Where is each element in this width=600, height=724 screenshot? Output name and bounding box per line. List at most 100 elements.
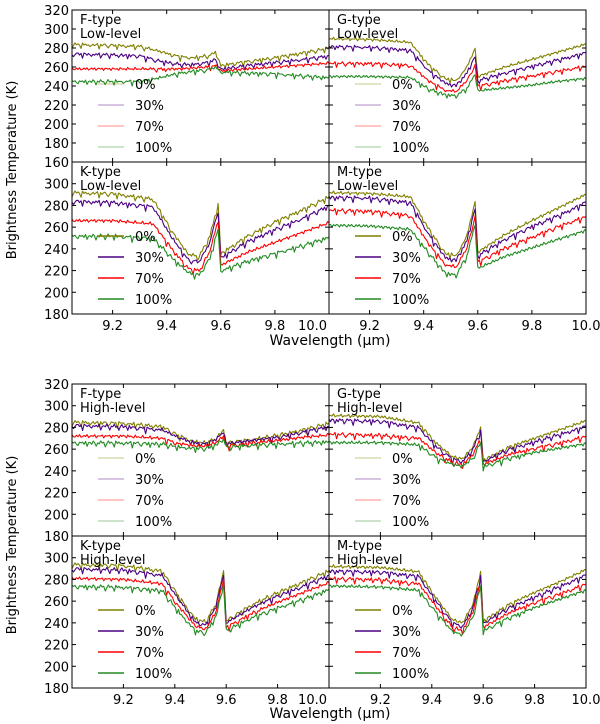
y-tick-label: 320	[44, 4, 69, 19]
series-line-30pct	[329, 195, 586, 263]
low-level-figure-block: Brightness Temperature (K) Wavelength (μ…	[5, 4, 600, 349]
legend-label: 0%	[392, 78, 413, 93]
legend-label: 70%	[392, 272, 421, 287]
y-tick-label: 300	[44, 400, 69, 415]
legend-label: 0%	[135, 78, 156, 93]
high-level-figure-block: Brightness Temperature (K) Wavelength (μ…	[5, 378, 600, 722]
y-tick-label: 240	[44, 243, 69, 258]
x-tick-label: 10.0	[572, 693, 600, 708]
series-line-100pct	[329, 223, 586, 279]
y-tick-label: 280	[44, 199, 69, 214]
series-line-70pct	[72, 218, 329, 276]
x-tick-label: 10.0	[572, 319, 600, 334]
x-tick-label: 9.6	[210, 319, 231, 334]
y-tick-label: 300	[44, 23, 69, 38]
y-tick-label: 260	[44, 443, 69, 458]
legend-label: 70%	[135, 494, 164, 509]
series-line-70pct	[329, 207, 586, 269]
legend: 0% 30% 70% 100%	[355, 230, 429, 308]
legend-label: 0%	[392, 230, 413, 245]
series-line-30pct	[72, 566, 329, 627]
series-line-70pct	[329, 61, 586, 93]
x-tick-label: 9.8	[522, 319, 543, 334]
series-group	[72, 42, 329, 87]
panel-title: F-type	[80, 13, 121, 28]
legend: 0% 30% 70% 100%	[98, 604, 172, 682]
legend: 0% 30% 70% 100%	[98, 452, 172, 530]
series-line-100pct	[72, 438, 329, 454]
series-line-100pct	[72, 65, 329, 87]
series-line-30pct	[72, 52, 329, 73]
y-tick-label: 200	[44, 508, 69, 523]
legend-label: 100%	[392, 667, 429, 682]
series-line-70pct	[72, 61, 329, 73]
panel-title: M-type	[337, 539, 382, 554]
legend-label: 30%	[392, 473, 421, 488]
legend-label: 0%	[392, 452, 413, 467]
y-tick-label: 200	[44, 118, 69, 133]
y-tick-label: 180	[44, 308, 69, 323]
y-tick-label: 260	[44, 61, 69, 76]
legend-label: 100%	[392, 515, 429, 530]
legend-label: 100%	[135, 515, 172, 530]
x-tick-label: 9.6	[473, 693, 494, 708]
y-tick-label: 240	[44, 465, 69, 480]
legend-label: 100%	[135, 667, 172, 682]
legend-label: 30%	[135, 625, 164, 640]
legend-label: 30%	[135, 251, 164, 266]
y-axis-label: Brightness Temperature (K)	[5, 456, 20, 635]
y-tick-label: 220	[44, 487, 69, 502]
legend-label: 70%	[392, 494, 421, 509]
series-group	[329, 36, 586, 99]
legend-label: 30%	[135, 473, 164, 488]
series-line-100pct	[329, 440, 586, 472]
legend-label: 70%	[135, 120, 164, 135]
y-tick-label: 260	[44, 595, 69, 610]
series-line-0pct	[72, 420, 329, 447]
y-tick-label: 280	[44, 42, 69, 57]
x-axis-label: Wavelength (μm)	[270, 333, 391, 349]
legend: 0% 30% 70% 100%	[98, 78, 172, 156]
legend-label: 70%	[135, 646, 164, 661]
y-tick-label: 240	[44, 617, 69, 632]
series-line-30pct	[329, 44, 586, 88]
panel-title: G-type	[337, 13, 381, 28]
series-line-100pct	[72, 583, 329, 637]
panel-subtitle: Low-level	[80, 179, 141, 194]
legend: 0% 30% 70% 100%	[98, 230, 172, 308]
y-tick-label: 200	[44, 660, 69, 675]
series-line-70pct	[329, 576, 586, 636]
legend-label: 100%	[392, 141, 429, 156]
series-line-0pct	[72, 190, 329, 261]
x-tick-label: 9.6	[216, 693, 237, 708]
series-line-70pct	[72, 576, 329, 632]
legend-label: 30%	[392, 625, 421, 640]
series-group	[72, 190, 329, 280]
x-tick-label: 9.8	[267, 693, 288, 708]
panel-subtitle: High-level	[337, 553, 402, 568]
legend-label: 0%	[135, 604, 156, 619]
x-tick-label: 9.4	[156, 319, 177, 334]
panel-subtitle: High-level	[80, 553, 145, 568]
y-tick-label: 180	[44, 137, 69, 152]
legend-label: 100%	[135, 141, 172, 156]
y-tick-label: 220	[44, 99, 69, 114]
x-tick-label: 10.0	[298, 693, 327, 708]
legend-label: 30%	[392, 251, 421, 266]
x-tick-label: 9.2	[370, 693, 391, 708]
panel-title: F-type	[80, 387, 121, 402]
series-line-70pct	[329, 431, 586, 470]
y-tick-label: 320	[44, 378, 69, 393]
legend-label: 30%	[392, 99, 421, 114]
legend-label: 70%	[392, 646, 421, 661]
y-tick-label: 220	[44, 265, 69, 280]
legend-label: 0%	[392, 604, 413, 619]
legend-label: 30%	[135, 99, 164, 114]
panel-subtitle: High-level	[80, 401, 145, 416]
